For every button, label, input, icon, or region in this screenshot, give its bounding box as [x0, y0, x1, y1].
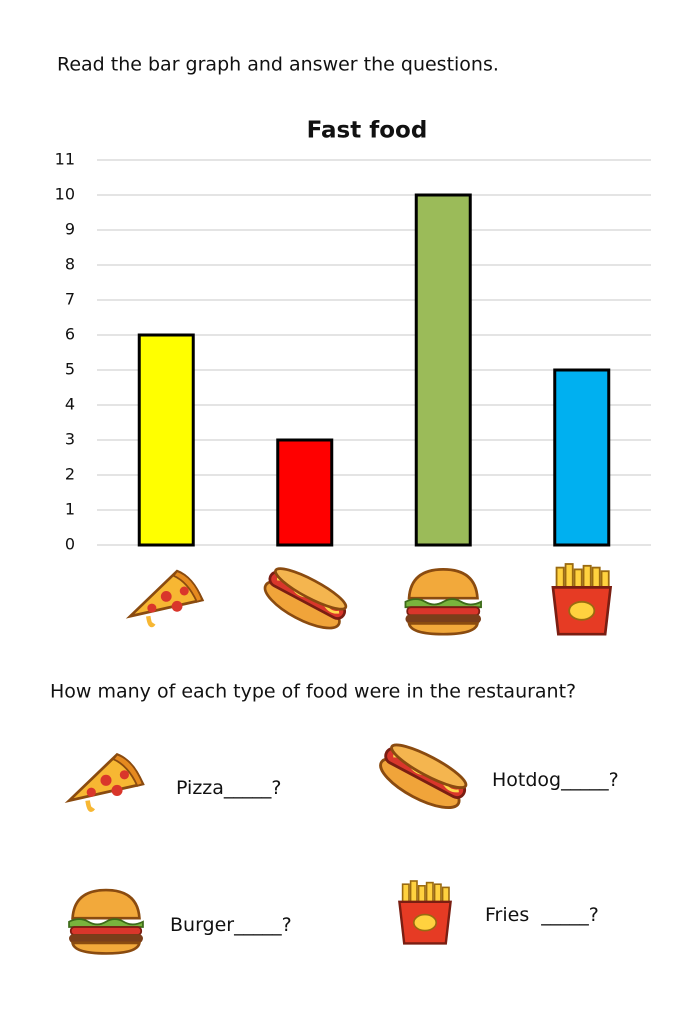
y-tick-label: 4	[65, 395, 75, 414]
y-tick-label: 0	[65, 535, 75, 554]
y-tick-label: 6	[65, 325, 75, 344]
y-tick-label: 2	[65, 465, 75, 484]
answer-line: Fries _____?	[485, 904, 599, 926]
pizza-icon	[69, 755, 143, 810]
y-tick-label: 10	[55, 185, 75, 204]
bar	[137, 333, 195, 547]
y-tick-label: 7	[65, 290, 75, 309]
answer-blank: _____?	[223, 777, 282, 799]
bar	[414, 193, 472, 547]
hotdog-icon	[375, 738, 470, 818]
answer-label: Fries	[485, 904, 529, 926]
answer-label: Burger	[170, 914, 234, 936]
category-icon	[551, 562, 612, 636]
y-tick-label: 9	[65, 220, 75, 239]
bar-chart: 0 1 2 3 4 5 6 7 8 9 10 11	[55, 150, 651, 638]
category-icon	[404, 567, 483, 636]
chart-title: Fast food	[307, 118, 428, 144]
instruction: Read the bar graph and answer the questi…	[57, 54, 499, 76]
question: How many of each type of food were in th…	[50, 681, 576, 703]
y-tick-label: 11	[55, 150, 75, 169]
answer-blank: _____?	[540, 904, 599, 926]
burger-icon	[67, 888, 145, 955]
bar	[276, 438, 334, 547]
answer-line: Burger_____?	[170, 914, 292, 936]
answer-blank: _____?	[233, 914, 292, 936]
category-icon	[259, 562, 350, 638]
bar	[553, 368, 611, 547]
y-tick-label: 8	[65, 255, 75, 274]
fries-icon	[397, 879, 453, 945]
answer-blank: _____?	[560, 769, 619, 791]
answer-label: Pizza	[176, 777, 224, 799]
answer-line: Hotdog_____?	[492, 769, 619, 791]
y-tick-label: 5	[65, 360, 75, 379]
category-icon	[130, 571, 202, 625]
y-tick-label: 3	[65, 430, 75, 449]
answer-line: Pizza_____?	[176, 777, 282, 799]
y-tick-label: 1	[65, 500, 75, 519]
answer-label: Hotdog	[492, 769, 561, 791]
